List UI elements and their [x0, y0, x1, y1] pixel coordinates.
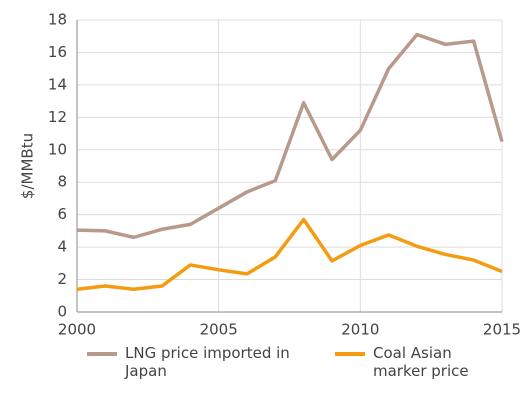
legend-swatch	[87, 352, 117, 356]
x-tick-label: 2005	[200, 321, 238, 339]
x-tick-label: 2000	[58, 321, 96, 339]
y-tick-label: 8	[57, 173, 67, 191]
legend-label: Coal Asian marker price	[373, 344, 469, 380]
x-tick-label: 2010	[341, 321, 379, 339]
data-line	[76, 217, 503, 292]
y-tick-label: 10	[48, 140, 67, 158]
y-tick-label: 18	[48, 11, 67, 29]
y-axis-label: $/MMBtu	[19, 133, 37, 199]
legend-swatch	[335, 352, 365, 356]
y-tick-label: 6	[57, 205, 67, 223]
y-tick-label: 12	[48, 108, 67, 126]
y-tick-label: 14	[48, 75, 67, 93]
y-tick-label: 4	[57, 238, 67, 256]
data-line	[76, 32, 504, 240]
x-tick-label: 2015	[483, 321, 521, 339]
legend-label: LNG price imported in Japan	[125, 344, 290, 380]
y-tick-label: 0	[57, 303, 67, 321]
y-tick-label: 2	[57, 270, 67, 288]
y-tick-label: 16	[48, 43, 67, 61]
